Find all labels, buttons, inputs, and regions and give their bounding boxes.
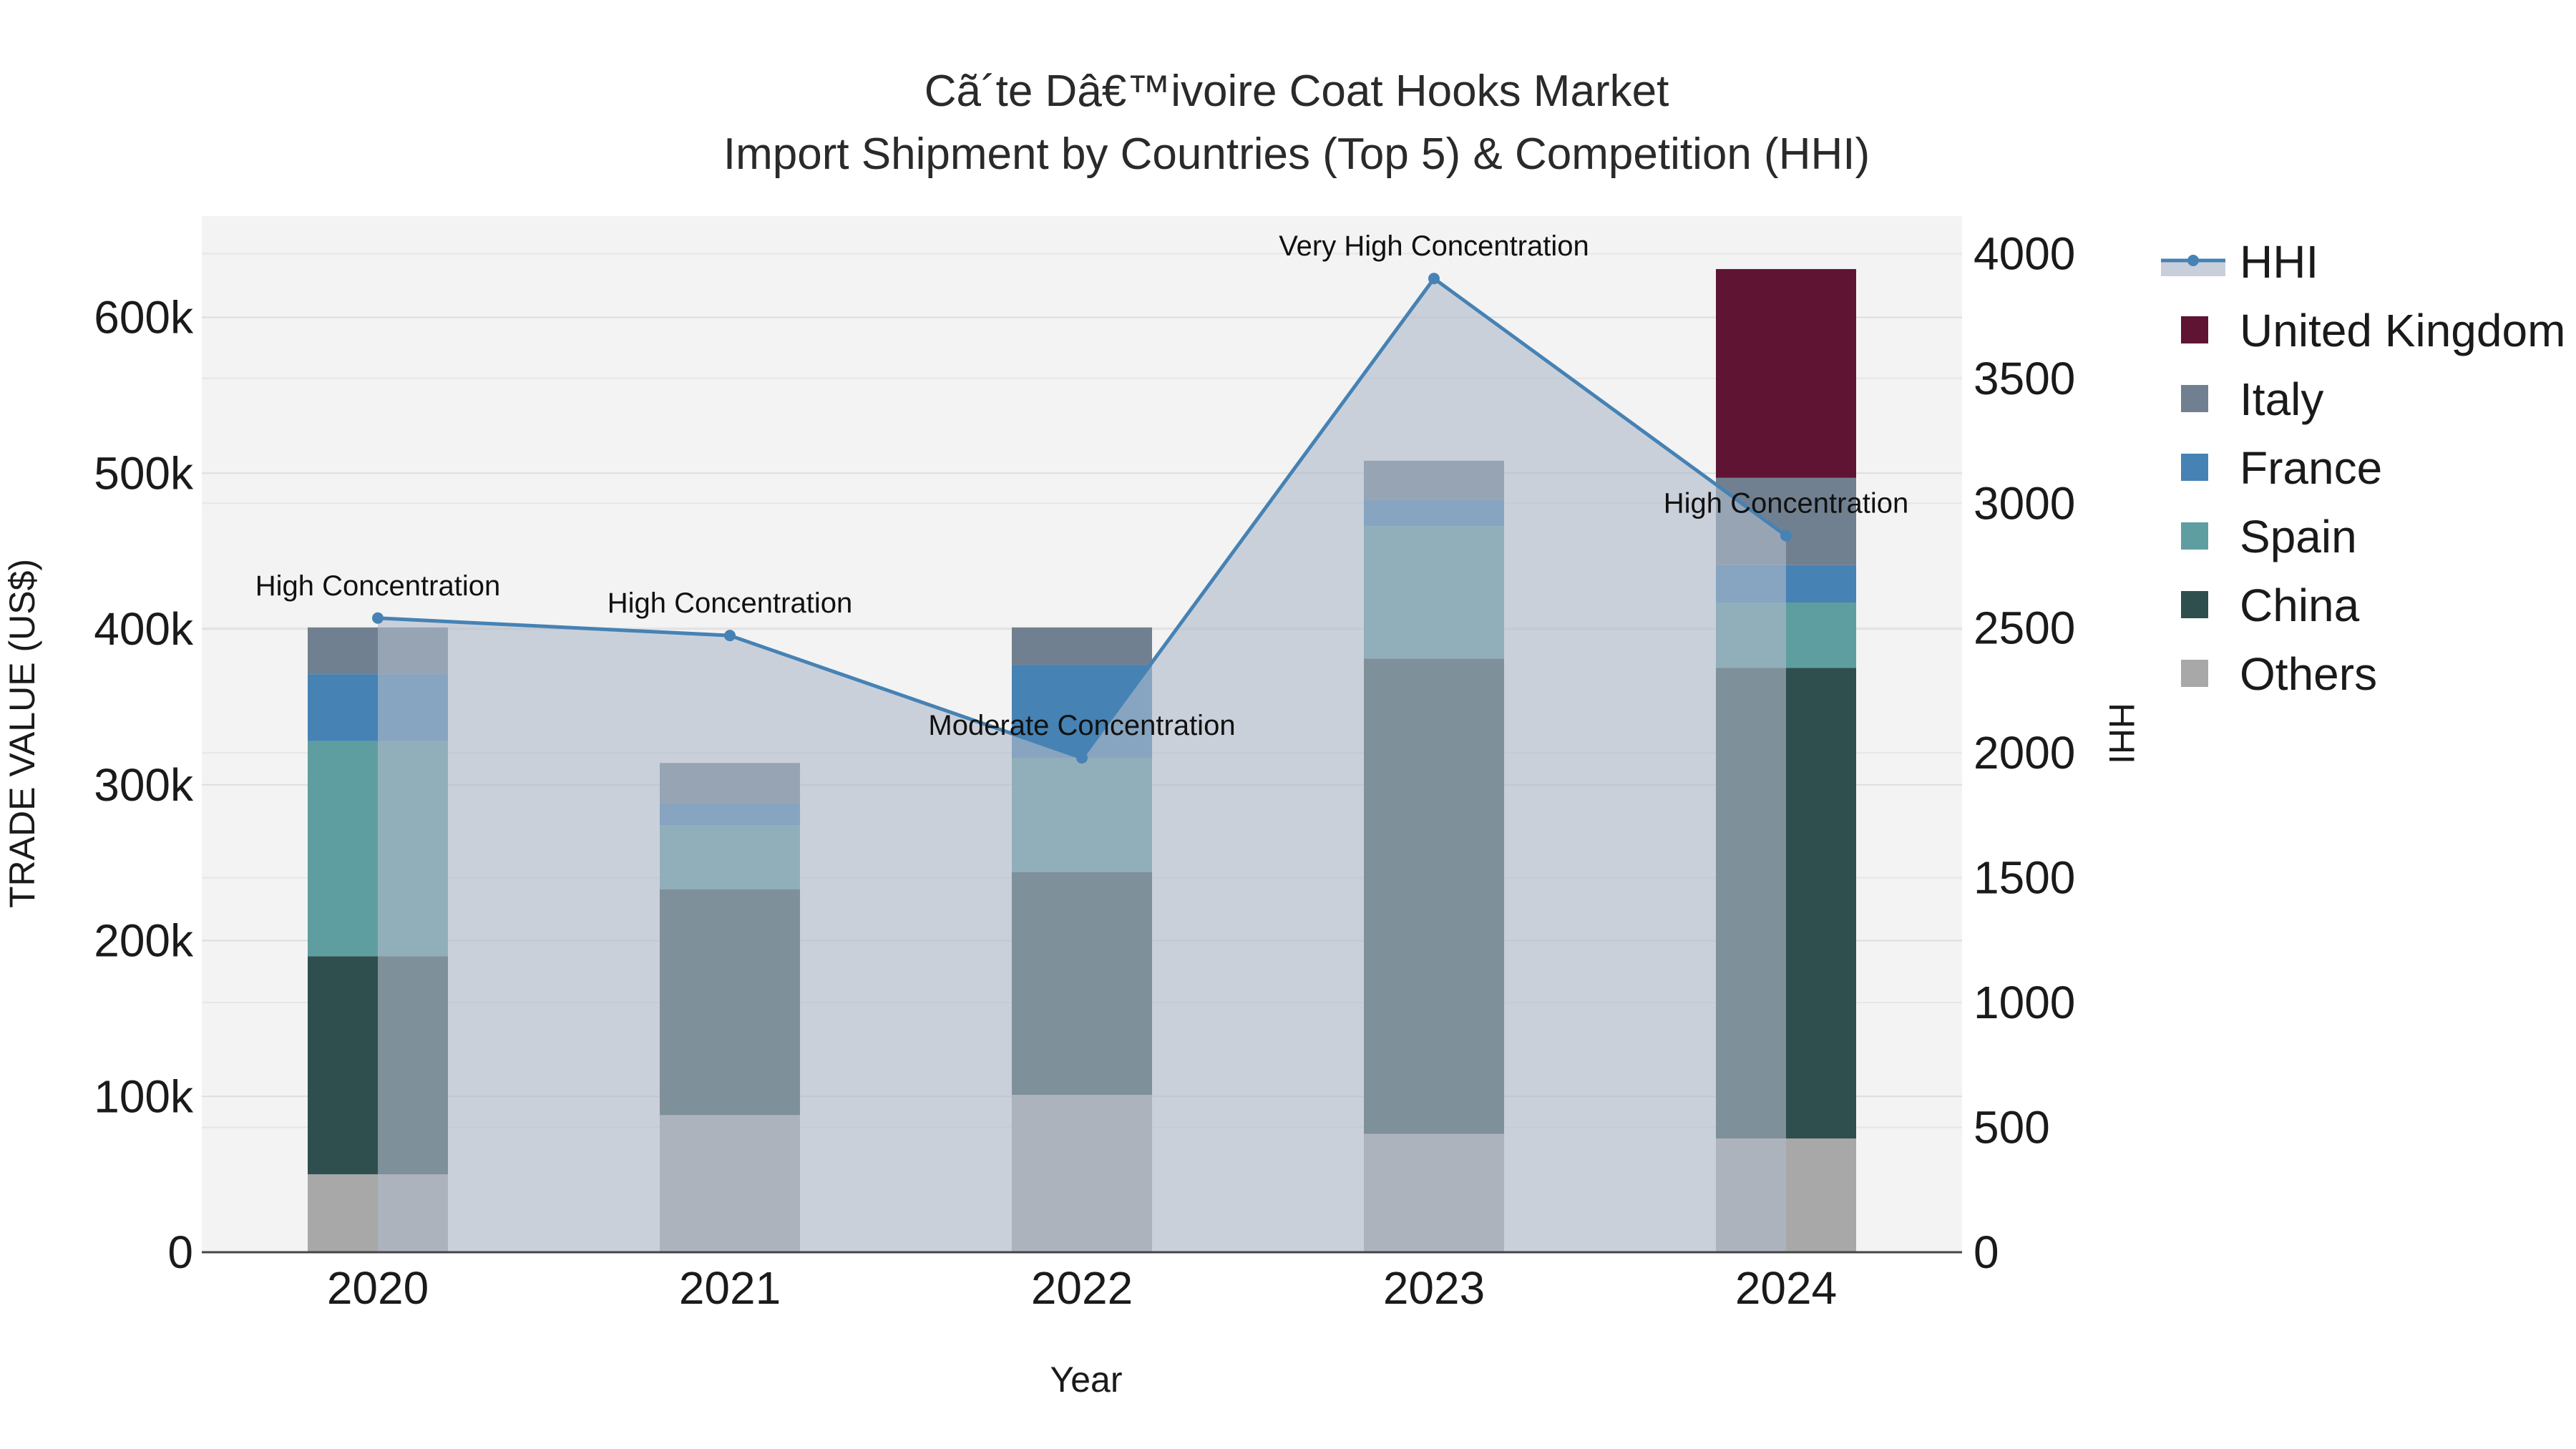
y-axis-label: TRADE VALUE (US$): [2, 559, 42, 908]
y2-tick-label: 2000: [1974, 727, 2075, 779]
legend-swatch-china: [2181, 591, 2208, 618]
x-axis-ticks: 2020 2021 2022 2023 2024: [327, 1262, 1837, 1314]
y2-tick-label: 3000: [1974, 477, 2075, 529]
legend-swatch-italy: [2181, 385, 2208, 412]
y2-tick-label: 3500: [1974, 353, 2075, 404]
legend-label-hhi: HHI: [2240, 236, 2318, 288]
hhi-area: [378, 278, 1786, 1253]
y2-tick-label: 0: [1974, 1226, 1999, 1278]
hhi-annotation-2020: High Concentration: [255, 570, 500, 602]
legend-swatch-france: [2181, 454, 2208, 481]
legend-swatch-united-kingdom: [2181, 316, 2208, 343]
y2-tick-label: 500: [1974, 1102, 2050, 1153]
hhi-annotation-2023: Very High Concentration: [1279, 230, 1589, 262]
legend-label-china: China: [2240, 580, 2360, 631]
y2-tick-label: 4000: [1974, 228, 2075, 279]
hhi-annotation-2021: High Concentration: [608, 587, 852, 619]
y-tick-label: 400k: [94, 603, 194, 655]
chart-title: Cã´te Dâ€™ivoire Coat Hooks Market: [924, 67, 1669, 116]
x-tick-label: 2023: [1383, 1262, 1485, 1314]
legend-swatch-spain: [2181, 522, 2208, 550]
legend-label-france: France: [2240, 442, 2382, 494]
legend-label-others: Others: [2240, 648, 2377, 700]
legend: HHI United Kingdom Italy France Spain China Ot…: [2161, 236, 2565, 700]
y-tick-label: 200k: [94, 915, 194, 967]
y-tick-label: 500k: [94, 447, 194, 499]
y-tick-label: 300k: [94, 759, 194, 811]
y2-axis-label: HHI: [2102, 703, 2142, 764]
chart-title-group: Cã´te Dâ€™ivoire Coat Hooks Market Impor…: [723, 67, 1870, 179]
hhi-point-2020: [372, 612, 384, 624]
hhi-point-2024: [1780, 530, 1792, 542]
hhi-line: [372, 273, 1792, 764]
hhi-annotation-2024: High Concentration: [1664, 488, 1908, 519]
y2-axis-ticks: 0 500 1000 1500 2000 2500 3000 3500 4000: [1974, 228, 2075, 1278]
hhi-point-2023: [1428, 273, 1440, 285]
y-tick-label: 100k: [94, 1070, 194, 1122]
x-axis-label: Year: [1050, 1360, 1122, 1400]
bar-united-kingdom-2024: [1716, 269, 1856, 478]
hhi-annotations: High Concentration High Concentration Mode…: [255, 230, 1908, 741]
y-axis-ticks: 0 100k 200k 300k 400k 500k 600k: [94, 292, 194, 1278]
y-tick-label: 0: [167, 1226, 193, 1278]
legend-swatch-others: [2181, 660, 2208, 687]
hhi-area-fill: [378, 278, 1786, 1253]
y-tick-label: 600k: [94, 292, 194, 343]
chart-subtitle: Import Shipment by Countries (Top 5) & C…: [723, 130, 1870, 179]
legend-hhi-area-swatch: [2161, 260, 2225, 276]
hhi-point-2022: [1076, 752, 1088, 764]
x-tick-label: 2022: [1031, 1262, 1133, 1314]
hhi-annotation-2022: Moderate Concentration: [928, 710, 1235, 741]
legend-label-italy: Italy: [2240, 374, 2323, 425]
x-tick-label: 2021: [679, 1262, 781, 1314]
legend-hhi-marker: [2187, 255, 2199, 266]
hhi-point-2021: [724, 630, 736, 642]
x-tick-label: 2024: [1735, 1262, 1837, 1314]
y2-tick-label: 2500: [1974, 602, 2075, 654]
x-tick-label: 2020: [327, 1262, 429, 1314]
legend-label-spain: Spain: [2240, 511, 2357, 562]
bar-italy-2022: [1012, 627, 1152, 665]
legend-label-united-kingdom: United Kingdom: [2240, 305, 2565, 356]
y2-tick-label: 1500: [1974, 852, 2075, 904]
y2-tick-label: 1000: [1974, 977, 2075, 1028]
